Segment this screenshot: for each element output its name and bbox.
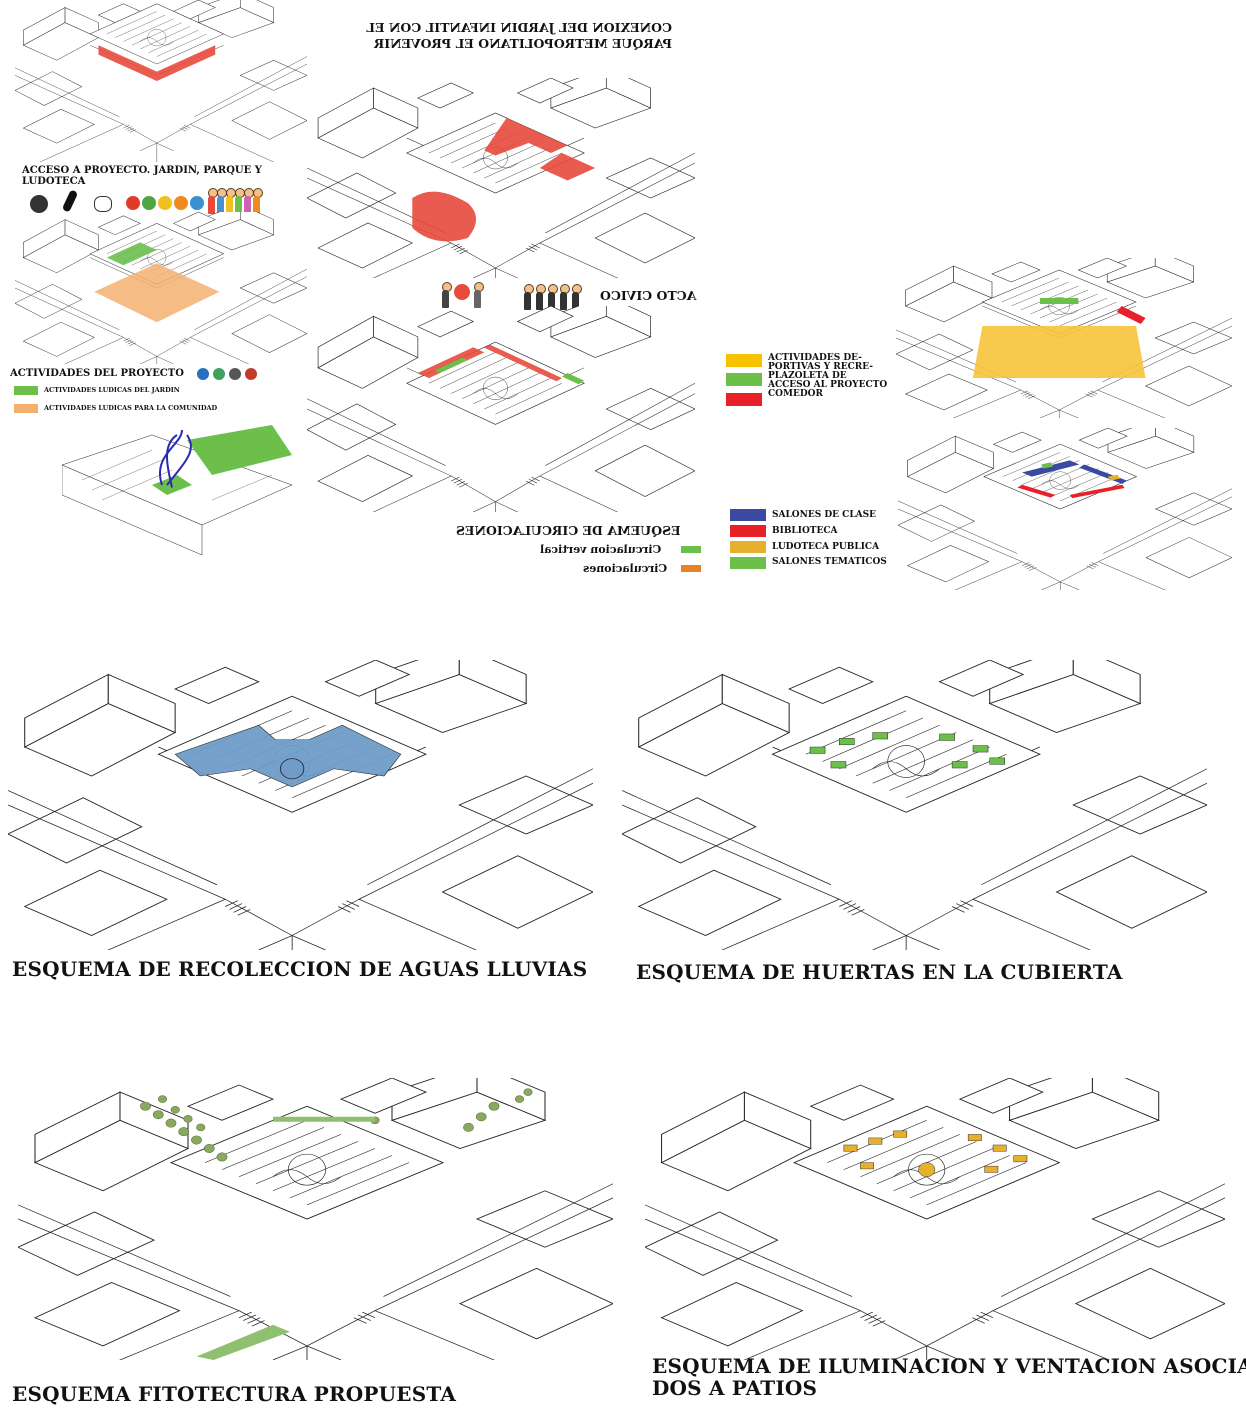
legend-label: ACTIVIDADES DE- PORTIVAS Y RECRE- [768,353,874,372]
icon-blue-small [197,368,209,380]
legend-swatch [681,546,701,553]
icon-green [142,196,156,210]
actividades-icons [197,368,267,382]
title-fitotectura: ESQUEMA FITOTECTURA PROPUESTA [12,1382,457,1406]
legend-swatch [726,354,762,367]
icon-orange [174,196,188,210]
legend-item: Circulaciones [540,562,702,576]
guitar-icon [61,189,79,213]
legend-swatch [730,557,766,569]
masks-icon [94,196,112,212]
legend-label: ACTIVIDADES LUDICAS DEL JARDIN [44,386,180,394]
legend-swatch [730,541,766,553]
icon-red [126,196,140,210]
icon-red-small [245,368,257,380]
title-esquema-circulaciones: ESQUEMA DE CIRCULACIONES [456,523,681,538]
icon-green-small [213,368,225,380]
legend-circulaciones: Circulacion vertical Circulaciones [540,543,702,579]
scene-iluminacion [645,1078,1225,1360]
title-huertas: ESQUEMA DE HUERTAS EN LA CUBIERTA [636,960,1123,984]
scene-zonas [896,258,1232,418]
title-actividades: ACTIVIDADES DEL PROYECTO [10,368,184,379]
legend-label: COMEDOR [768,389,823,399]
activity-icons [30,188,280,218]
legend-swatch [681,565,701,572]
legend-zonas: ACTIVIDADES DE- PORTIVAS Y RECRE- PLAZOL… [726,354,896,414]
title-conexion: CONEXION DEL JARDIN INFANTIL CON EL PARQ… [366,20,672,51]
title-iluminacion: ESQUEMA DE ILUMINACION Y VENTACION ASOCI… [652,1354,1246,1400]
title-acceso: ACCESO A PROYECTO. JARDIN, PARQUE Y LUDO… [22,165,262,187]
scene-salones [898,428,1232,590]
legend-item: ACTIVIDADES LUDICAS PARA LA COMUNIDAD [14,404,274,416]
legend-swatch [14,404,38,413]
scene-fitotectura [18,1078,613,1360]
legend-swatch [730,525,766,537]
globe-icon [30,195,48,213]
legend-label: LUDOTECA PUBLICA [772,542,880,552]
legend-label: PLAZOLETA DE ACCESO AL PROYECTO [768,371,888,390]
icon-yellow [158,196,172,210]
icon-gray-small [229,368,241,380]
legend-label: Circulacion vertical [540,543,662,556]
legend-swatch [726,393,762,406]
scene-circulaciones [307,306,695,512]
legend-swatch [14,386,38,395]
scene-conexion [307,78,695,278]
title-acto-civico: ACTO CIVICO [600,288,697,303]
scene-top-left [15,0,307,162]
legend-label: ACTIVIDADES LUDICAS PARA LA COMUNIDAD [44,404,218,412]
scene-huertas [622,660,1207,950]
legend-swatch [726,373,762,386]
legend-actividades: ACTIVIDADES LUDICAS DEL JARDIN ACTIVIDAD… [14,386,274,420]
scene-acceso [15,212,307,364]
scene-park-connection [62,425,292,556]
scene-aguas-lluvias [8,660,593,950]
legend-salones: SALONES DE CLASE BIBLIOTECA LUDOTECA PUB… [730,509,900,571]
legend-item: ACTIVIDADES LUDICAS DEL JARDIN [14,386,274,398]
legend-label: SALONES DE CLASE [772,510,877,520]
legend-label: BIBLIOTECA [772,526,838,536]
legend-label: SALONES TEMATICOS [772,557,887,567]
legend-swatch [730,509,766,521]
title-aguas-lluvias: ESQUEMA DE RECOLECCION DE AGUAS LLUVIAS [12,957,588,981]
acto-civico-icons [442,282,592,310]
legend-item: Circulacion vertical [540,543,702,557]
children-group-icon [208,188,268,214]
icon-blue [190,196,204,210]
legend-label: Circulaciones [583,562,668,575]
